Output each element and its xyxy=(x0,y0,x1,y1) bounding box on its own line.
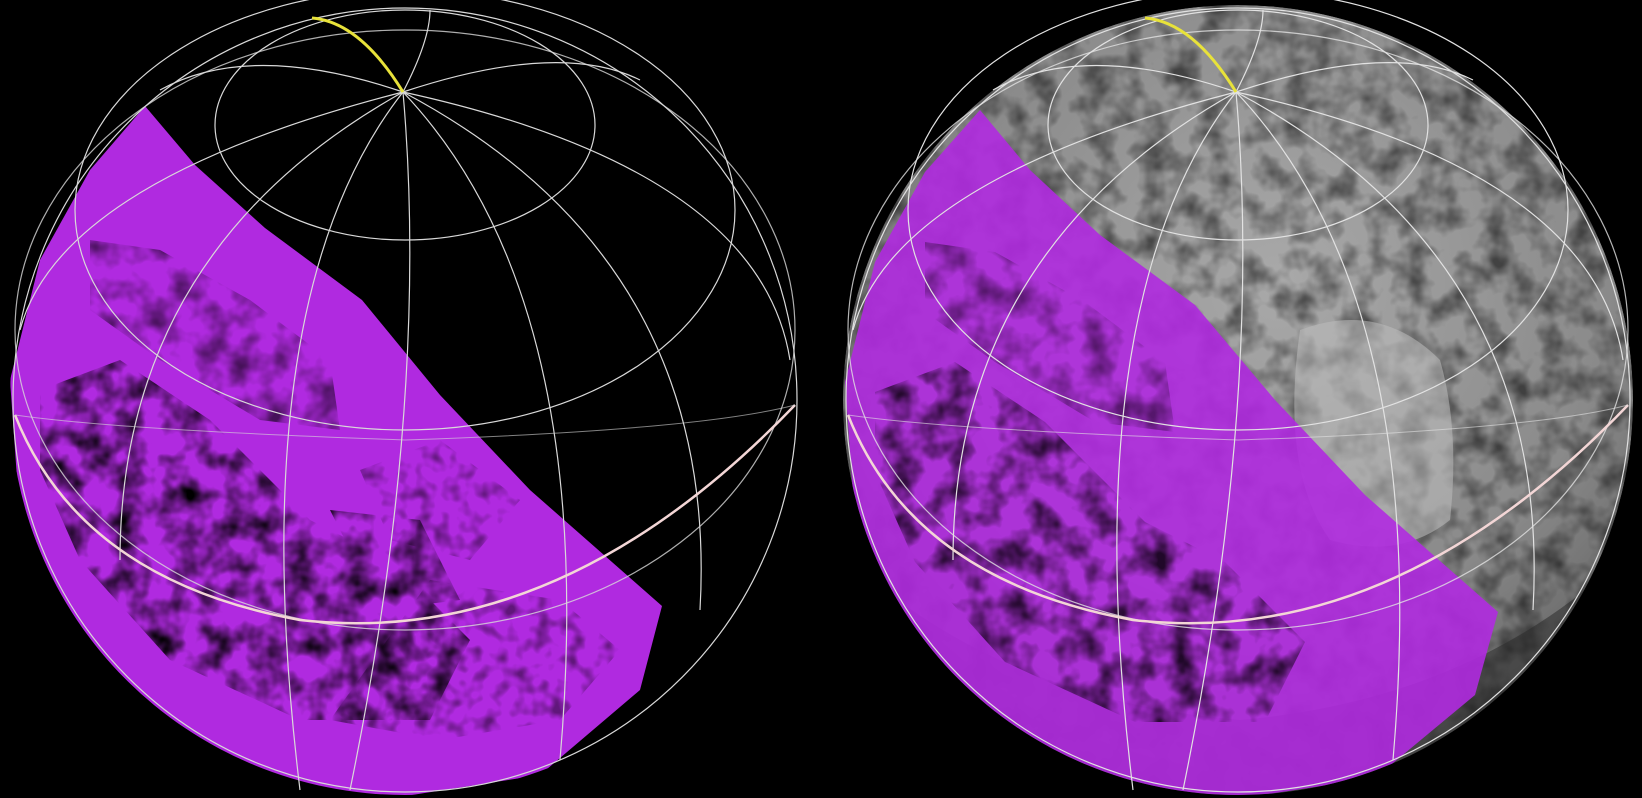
right-prime-meridian-highlight xyxy=(1144,16,1238,93)
left-prime-meridian-highlight xyxy=(311,16,405,93)
left-grid-lines xyxy=(12,0,798,793)
left-globe xyxy=(10,0,798,795)
right-globe xyxy=(843,0,1633,795)
right-equator-line xyxy=(846,404,1629,625)
left-equator-line xyxy=(13,404,796,625)
right-grid-lines xyxy=(845,0,1631,793)
